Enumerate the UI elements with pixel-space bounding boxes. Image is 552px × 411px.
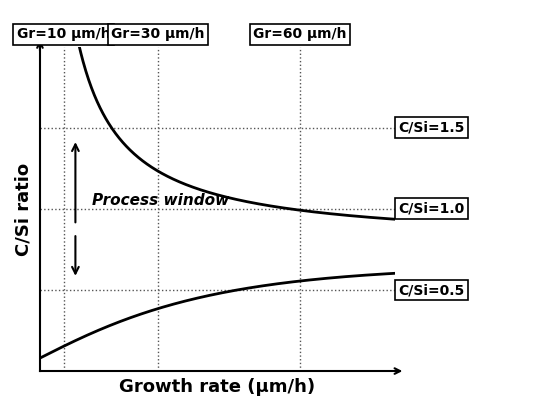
X-axis label: Growth rate (μm/h): Growth rate (μm/h) — [119, 378, 315, 396]
Text: C/Si=0.5: C/Si=0.5 — [398, 283, 464, 297]
Text: Gr=10 μm/h: Gr=10 μm/h — [17, 27, 110, 42]
Text: Gr=60 μm/h: Gr=60 μm/h — [253, 27, 347, 42]
Text: Process window: Process window — [92, 193, 229, 208]
Text: Gr=30 μm/h: Gr=30 μm/h — [112, 27, 205, 42]
Text: C/Si=1.0: C/Si=1.0 — [398, 202, 464, 216]
Y-axis label: C/Si ratio: C/Si ratio — [15, 162, 33, 256]
Text: C/Si=1.5: C/Si=1.5 — [398, 121, 465, 135]
